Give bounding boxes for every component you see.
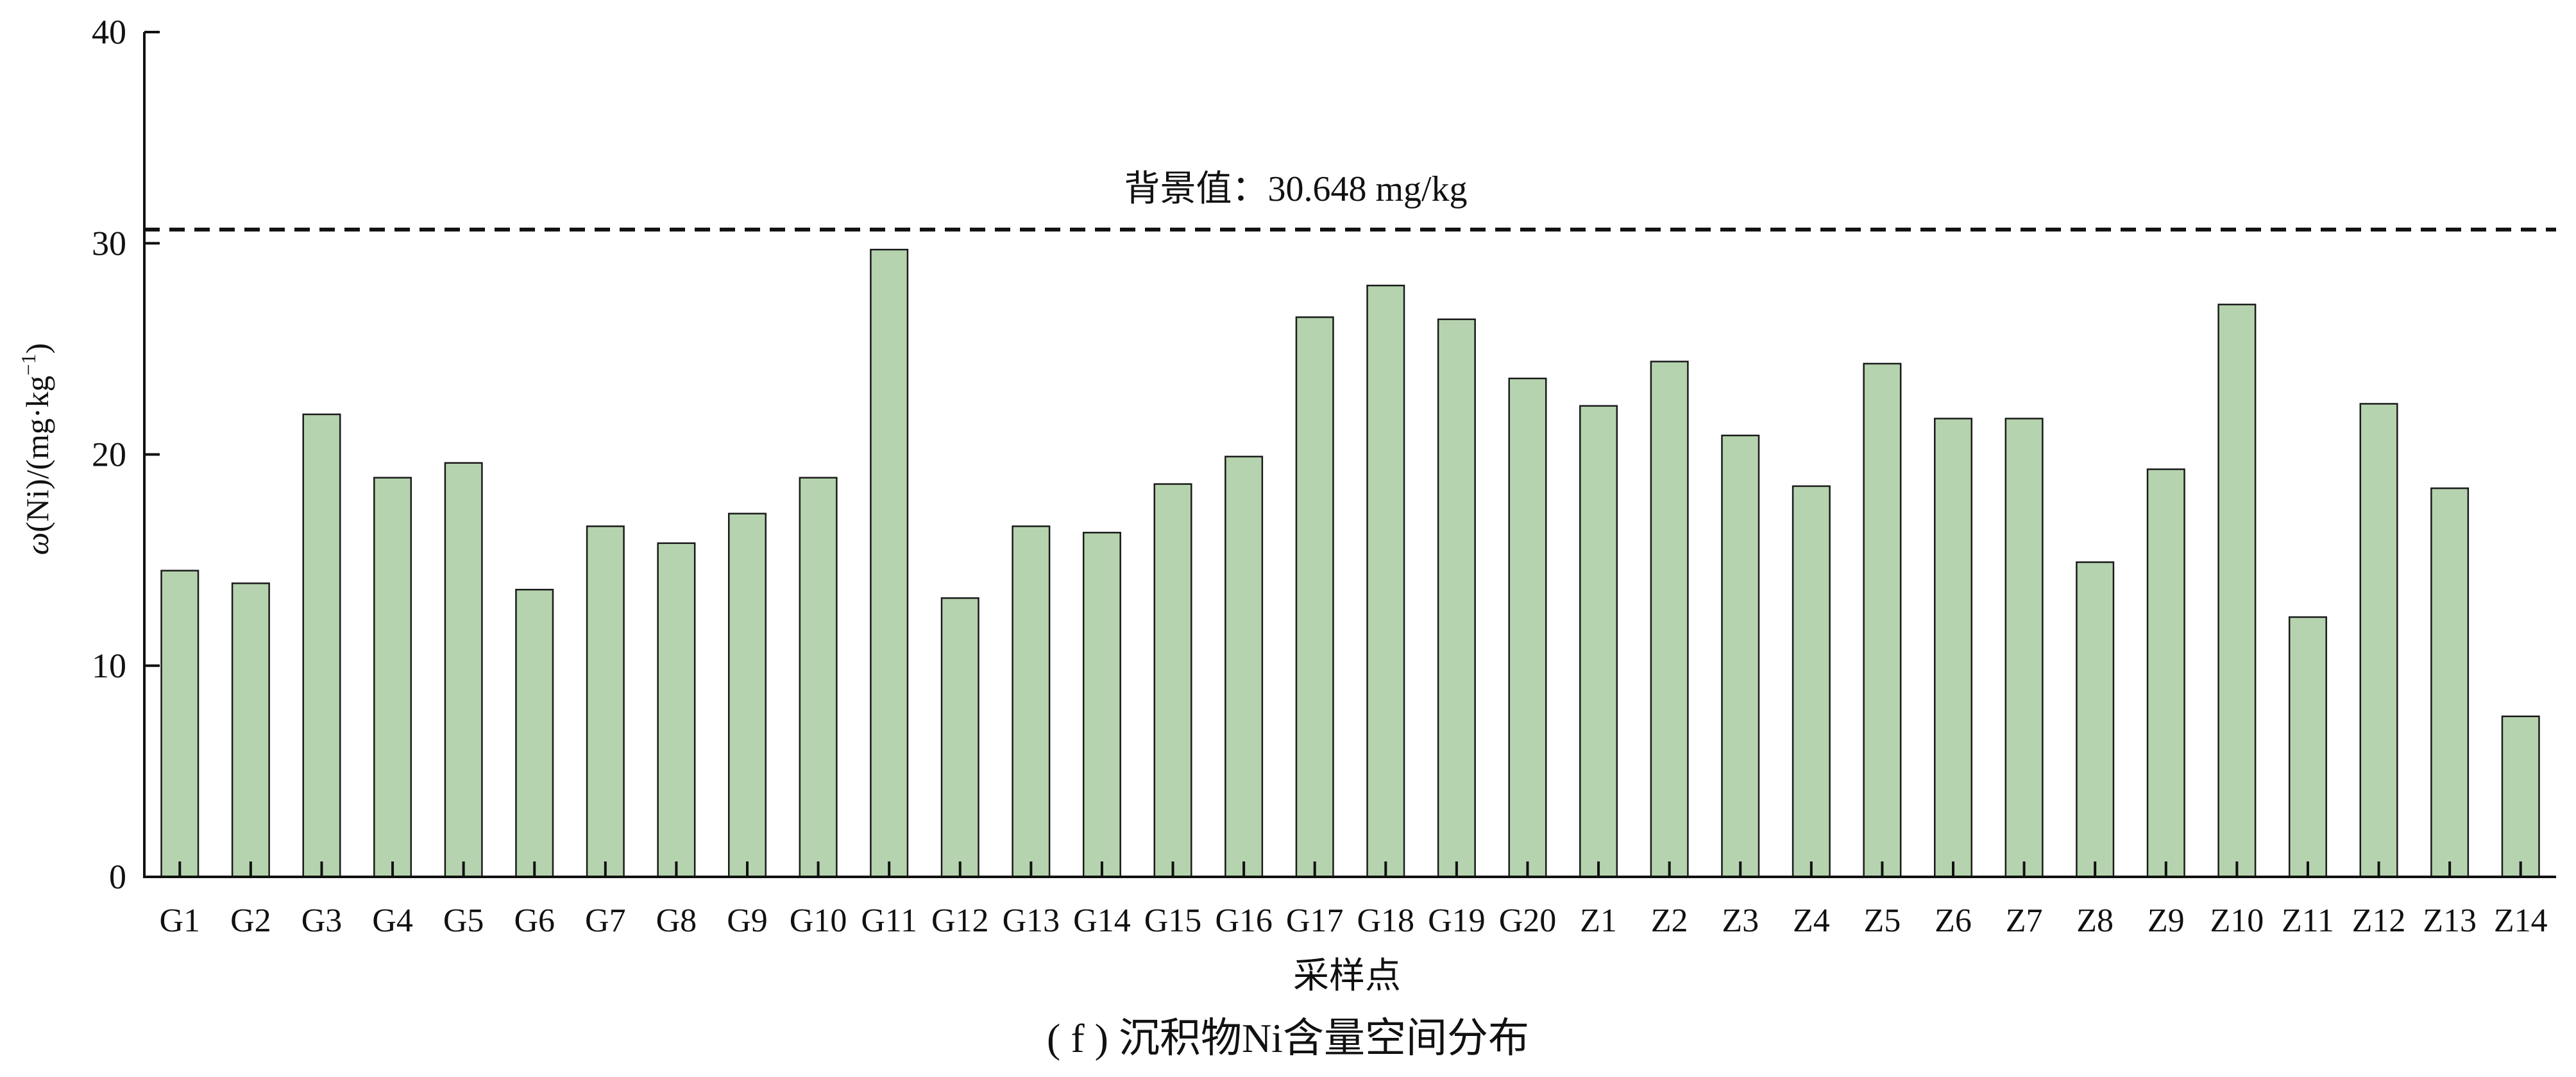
bar-Z10	[2217, 303, 2257, 878]
x-tick-label: G14	[1073, 903, 1131, 939]
bar-Z4	[1792, 485, 1831, 878]
bar-Z13	[2430, 487, 2470, 878]
bars-layer	[160, 248, 2540, 878]
x-tick-label: G9	[727, 903, 768, 939]
x-tick-label: Z3	[1722, 903, 1759, 939]
x-tick-label: Z12	[2352, 903, 2406, 939]
x-tick-label: Z1	[1580, 903, 1617, 939]
x-tick-label: Z5	[1864, 903, 1901, 939]
bar-Z14	[2501, 715, 2540, 878]
y-tick-label: 0	[109, 858, 126, 896]
bar-Z11	[2288, 616, 2327, 878]
bar-Z2	[1650, 360, 1689, 878]
x-tick-label: G11	[861, 903, 917, 939]
bar-Z7	[2004, 418, 2044, 878]
x-tick-label: G5	[443, 903, 484, 939]
bar-Z6	[1934, 418, 1973, 878]
x-tick-label: G16	[1215, 903, 1273, 939]
x-tick-label: Z10	[2210, 903, 2264, 939]
chart-title: ( f ) 沉积物Ni含量空间分布	[1047, 1015, 1529, 1061]
y-tick-label: 30	[92, 224, 126, 262]
x-tick-label: G15	[1144, 903, 1202, 939]
x-tick-label: G8	[656, 903, 697, 939]
x-tick-label: G10	[790, 903, 847, 939]
bar-G9	[728, 513, 767, 878]
bar-G17	[1295, 316, 1334, 878]
y-tick-label: 40	[92, 13, 126, 51]
bar-G2	[231, 582, 270, 878]
bar-G11	[870, 248, 909, 878]
labels-layer: 0 10 20 30 40 G1 G2 G3 G4 G5 G6 G7 G8 G9 G10 G11 G12 G13 G…	[17, 13, 2548, 1061]
bar-G12	[940, 597, 979, 878]
bar-Z9	[2146, 468, 2185, 878]
x-tick-label: Z14	[2494, 903, 2548, 939]
x-axis-label: 采样点	[1293, 956, 1401, 996]
x-tick-label: Z2	[1651, 903, 1688, 939]
bar-G5	[444, 462, 483, 878]
x-tick-label: G7	[585, 903, 626, 939]
x-tick-label: G12	[931, 903, 989, 939]
bar-G16	[1224, 455, 1264, 878]
x-tick-label: Z13	[2423, 903, 2477, 939]
x-tick-label: G17	[1286, 903, 1344, 939]
bar-G6	[515, 588, 554, 878]
x-tick-label: G18	[1357, 903, 1415, 939]
bar-G14	[1082, 532, 1121, 878]
bar-G1	[160, 570, 199, 878]
x-tick-label: Z4	[1793, 903, 1830, 939]
x-tick-label: G3	[301, 903, 343, 939]
bar-G7	[586, 525, 625, 878]
bar-G4	[373, 477, 412, 878]
axes-layer	[143, 31, 2556, 878]
x-tick-label: G1	[160, 903, 201, 939]
x-tick-label: G20	[1499, 903, 1557, 939]
x-tick-label: Z7	[2006, 903, 2043, 939]
bar-G8	[657, 542, 696, 878]
bar-Z1	[1579, 405, 1618, 878]
x-tick-label: Z9	[2148, 903, 2185, 939]
x-tick-label: G2	[230, 903, 271, 939]
reference-line-label: 背景值：30.648 mg/kg	[1124, 169, 1467, 209]
bar-G18	[1366, 284, 1405, 878]
bar-G20	[1508, 377, 1547, 878]
x-tick-label: G13	[1003, 903, 1060, 939]
y-tick-label: 10	[92, 647, 126, 685]
x-tick-label: G19	[1428, 903, 1486, 939]
y-tick-label: 20	[92, 436, 126, 474]
bar-Z8	[2076, 561, 2115, 878]
bar-G10	[799, 477, 838, 878]
bar-G15	[1153, 483, 1192, 878]
x-tick-label: Z6	[1935, 903, 1972, 939]
bar-G19	[1437, 318, 1476, 878]
bar-G13	[1012, 525, 1051, 878]
x-tick-label: G4	[372, 903, 413, 939]
y-axis-label: ω(Ni)/(mg·kg−1)	[17, 343, 55, 555]
bar-Z5	[1863, 362, 1902, 878]
x-tick-label: G6	[514, 903, 555, 939]
bar-Z12	[2359, 403, 2398, 878]
bar-G3	[302, 413, 341, 878]
bar-Z3	[1721, 434, 1760, 878]
x-tick-label: Z11	[2282, 903, 2334, 939]
x-tick-label: Z8	[2076, 903, 2114, 939]
